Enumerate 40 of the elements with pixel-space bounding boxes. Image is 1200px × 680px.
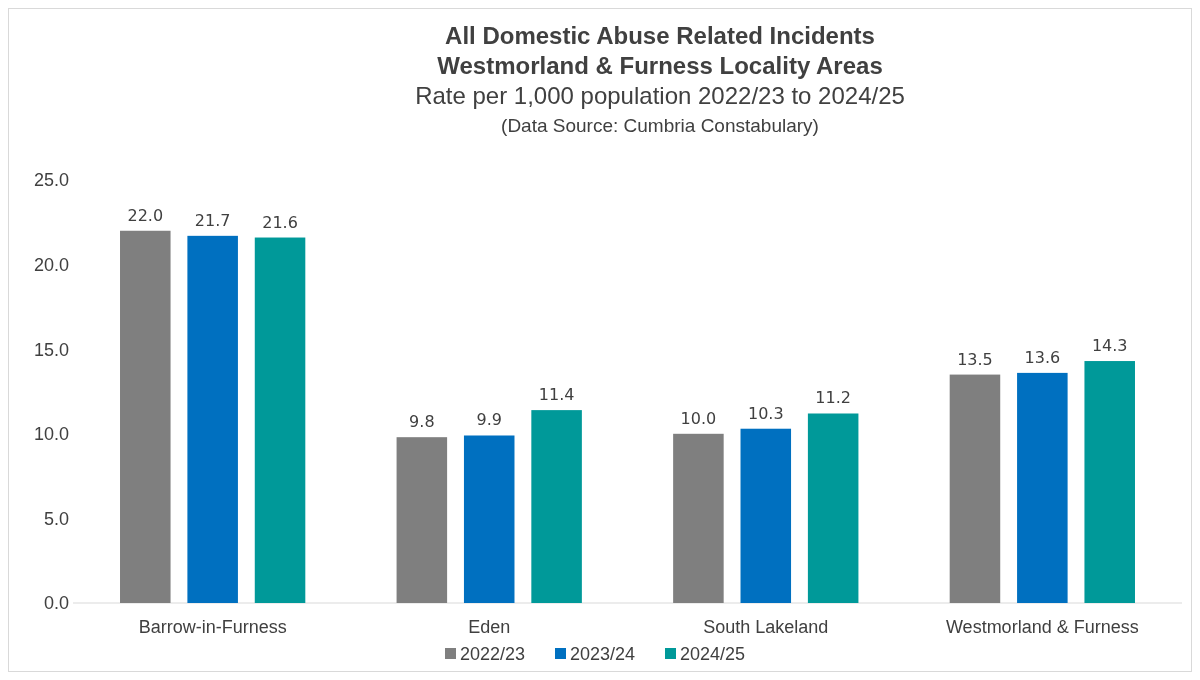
y-tick-label: 20.0 — [33, 254, 69, 275]
y-tick-label: 15.0 — [33, 339, 69, 360]
data-label: 13.6 — [1024, 347, 1061, 367]
x-tick-label: South Lakeland — [703, 617, 829, 637]
data-label: 13.5 — [957, 349, 993, 369]
y-tick-label: 10.0 — [33, 424, 69, 445]
data-label: 21.6 — [262, 212, 298, 232]
data-label: 9.8 — [409, 412, 435, 432]
legend-label: 2024/25 — [680, 644, 746, 664]
data-label: 11.2 — [815, 388, 851, 408]
x-tick-label: Barrow-in-Furness — [138, 617, 287, 637]
y-tick-label: 5.0 — [43, 508, 69, 529]
bar — [949, 374, 1001, 603]
data-label: 14.3 — [1091, 336, 1128, 356]
data-label: 10.3 — [747, 403, 784, 423]
bar — [1084, 361, 1135, 603]
x-tick-label: Westmorland & Furness — [945, 617, 1139, 637]
bar — [254, 237, 306, 603]
data-label: 11.4 — [538, 385, 575, 405]
data-label: 22.0 — [127, 205, 164, 225]
bar — [396, 437, 448, 603]
data-label: 21.7 — [194, 210, 231, 230]
data-label: 10.0 — [680, 408, 717, 428]
text: (Data Source: Cumbria Constabulary) — [501, 115, 819, 136]
bar — [187, 235, 238, 603]
y-tick-label: 25.0 — [33, 170, 69, 191]
bar — [740, 428, 792, 603]
chart-title: All Domestic Abuse Related Incidents Westmorland & Furness Locality Areas — [437, 22, 883, 79]
bar — [1017, 372, 1068, 603]
x-tick-label: Eden — [468, 617, 511, 637]
y-tick-label: 0.0 — [43, 593, 69, 614]
chart-subtitle: Rate per 1,000 population 2022/23 to 2024/25 — [415, 82, 905, 109]
bar — [463, 435, 515, 603]
bar — [531, 410, 582, 603]
bar — [673, 433, 724, 603]
bar — [807, 413, 859, 603]
legend-label: 2022/23 — [460, 644, 526, 664]
legend-label: 2023/24 — [570, 644, 636, 664]
data-label: 9.9 — [476, 410, 502, 430]
bar — [120, 230, 171, 603]
